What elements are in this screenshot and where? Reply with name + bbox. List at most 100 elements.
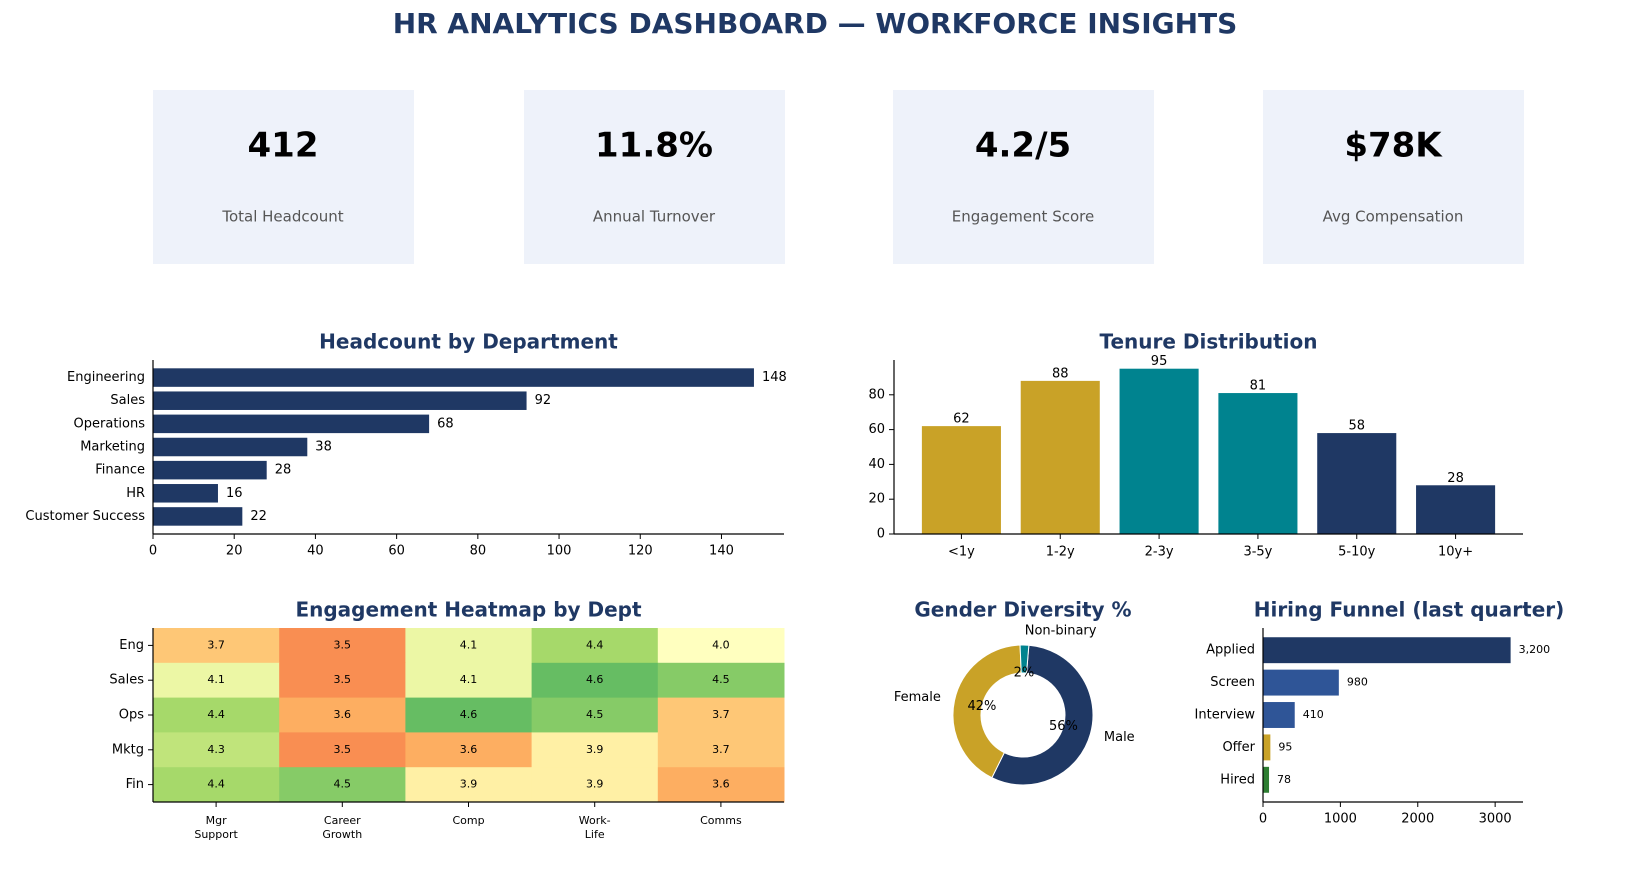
kpi-label: Engagement Score <box>952 208 1094 226</box>
bar <box>153 437 308 457</box>
cell-label: 4.1 <box>460 673 478 686</box>
value-label: 58 <box>1348 419 1365 434</box>
heatmap-cell <box>153 662 280 699</box>
x-tick-label: 1-2y <box>1046 545 1075 560</box>
cell-label: 3.9 <box>586 778 604 791</box>
cell-label: 3.7 <box>207 638 225 651</box>
heatmap-cell <box>531 697 659 733</box>
value-label: 68 <box>437 416 454 431</box>
slice-label: Male <box>1104 730 1135 745</box>
heatmap-cell <box>405 628 533 664</box>
x-tick-label: 2000 <box>1401 812 1434 827</box>
kpi-label: Annual Turnover <box>593 208 716 226</box>
y-tick-label: 60 <box>868 422 885 437</box>
y-tick-label: Ops <box>119 708 144 723</box>
x-tick-label: Work- <box>579 814 611 827</box>
slice-value-label: 2% <box>1014 666 1035 681</box>
y-tick-label: Applied <box>1206 643 1255 658</box>
x-tick-label: 0 <box>1259 812 1267 827</box>
x-tick-label: 1000 <box>1324 812 1357 827</box>
pie-slice <box>991 644 1094 786</box>
kpi-label: Total Headcount <box>221 208 343 226</box>
x-tick-label: Comms <box>700 814 742 827</box>
x-tick-label: 120 <box>628 544 653 559</box>
value-label: 95 <box>1278 740 1292 753</box>
cell-label: 4.6 <box>586 673 604 686</box>
bar <box>1416 485 1496 534</box>
chart-title: Engagement Heatmap by Dept <box>295 598 642 622</box>
cell-label: 4.4 <box>586 638 604 651</box>
slice-label: Female <box>894 690 941 705</box>
heatmap-cell <box>657 732 785 768</box>
heatmap-cell <box>153 732 280 768</box>
pie-slice <box>952 644 1022 779</box>
y-tick-label: 20 <box>868 492 885 507</box>
value-label: 3,200 <box>1519 643 1551 656</box>
cell-label: 4.3 <box>207 743 225 756</box>
bar <box>153 368 754 387</box>
x-tick-label: 20 <box>226 544 243 559</box>
y-tick-label: Engineering <box>67 370 145 385</box>
bar <box>1317 433 1397 534</box>
heatmap-cell <box>657 767 785 803</box>
bar <box>153 507 243 526</box>
kpi-value: 4.2/5 <box>975 126 1071 166</box>
bar <box>153 391 527 410</box>
value-label: 410 <box>1303 708 1324 721</box>
y-tick-label: Marketing <box>80 440 145 455</box>
value-label: 22 <box>250 509 267 524</box>
bar <box>153 460 267 480</box>
cell-label: 3.9 <box>586 743 604 756</box>
value-label: 28 <box>275 463 292 478</box>
heatmap-cell <box>279 767 406 803</box>
cell-label: 3.9 <box>460 778 478 791</box>
x-tick-label: Growth <box>322 828 362 841</box>
kpi-card <box>1263 90 1524 264</box>
x-tick-label: <1y <box>948 545 975 560</box>
heatmap-cell <box>405 732 533 768</box>
value-label: 38 <box>315 440 332 455</box>
cell-label: 3.6 <box>334 708 352 721</box>
cell-label: 4.6 <box>460 708 478 721</box>
value-label: 28 <box>1447 471 1464 486</box>
cell-label: 3.5 <box>334 743 352 756</box>
x-tick-label: 40 <box>307 544 324 559</box>
heatmap-cell <box>405 767 533 803</box>
y-tick-label: Interview <box>1195 708 1256 723</box>
y-tick-label: Finance <box>95 463 145 478</box>
y-tick-label: 80 <box>868 387 885 402</box>
value-label: 980 <box>1347 676 1368 689</box>
bar <box>921 426 1001 534</box>
cell-label: 4.1 <box>207 673 225 686</box>
y-tick-label: Mktg <box>112 742 144 757</box>
y-tick-label: Sales <box>110 393 145 408</box>
heatmap-cell <box>405 662 533 699</box>
heatmap-cell <box>405 697 533 733</box>
cell-label: 3.5 <box>334 673 352 686</box>
heatmap-cell <box>657 697 785 733</box>
y-tick-label: Eng <box>119 638 144 653</box>
x-tick-label: 80 <box>470 544 487 559</box>
bar <box>1263 669 1339 696</box>
chart-title: Gender Diversity % <box>914 598 1131 622</box>
chart-title: Headcount by Department <box>319 330 618 354</box>
x-tick-label: 5-10y <box>1338 545 1376 560</box>
kpi-card <box>524 90 785 264</box>
value-label: 92 <box>535 393 552 408</box>
x-tick-label: 0 <box>149 544 157 559</box>
y-tick-label: Sales <box>109 673 144 688</box>
bar <box>1263 766 1270 793</box>
bar <box>153 484 218 503</box>
cell-label: 4.5 <box>712 673 730 686</box>
x-tick-label: 3-5y <box>1243 545 1272 560</box>
x-tick-label: Mgr <box>206 814 227 827</box>
y-tick-label: Operations <box>74 416 146 431</box>
bar <box>1218 393 1298 534</box>
heatmap-cell <box>657 662 785 699</box>
slice-value-label: 56% <box>1049 719 1078 734</box>
kpi-value: $78K <box>1344 126 1443 166</box>
cell-label: 4.0 <box>712 638 730 651</box>
heatmap-cell <box>279 662 406 699</box>
kpi-value: 11.8% <box>595 126 713 166</box>
